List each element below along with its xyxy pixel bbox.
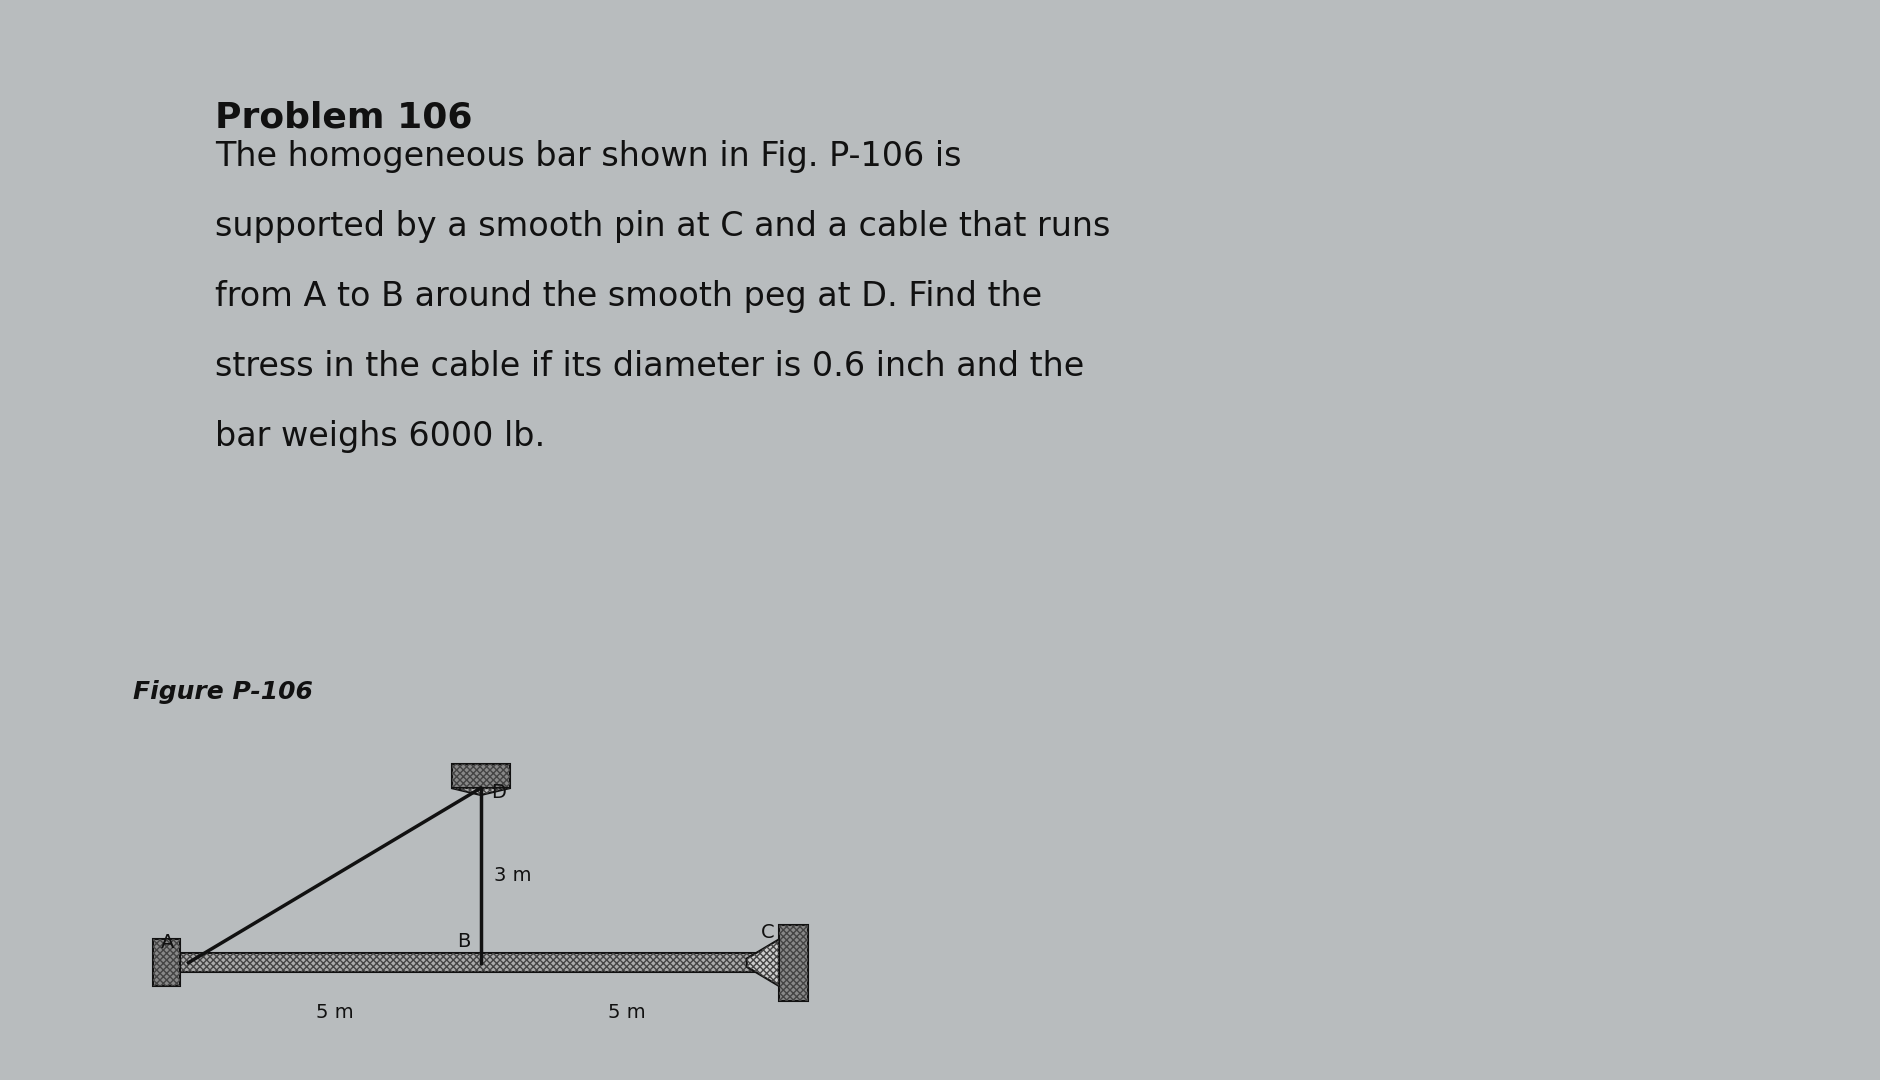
Text: stress in the cable if its diameter is 0.6 inch and the: stress in the cable if its diameter is 0…	[214, 350, 1085, 383]
Bar	[154, 940, 180, 986]
Text: The homogeneous bar shown in Fig. P-106 is: The homogeneous bar shown in Fig. P-106 …	[214, 140, 961, 173]
Bar	[451, 764, 509, 788]
Bar	[451, 764, 509, 788]
Polygon shape	[746, 940, 778, 986]
Text: supported by a smooth pin at C and a cable that runs: supported by a smooth pin at C and a cab…	[214, 210, 1111, 243]
Text: 3 m: 3 m	[494, 866, 532, 885]
Bar	[154, 940, 180, 986]
Text: D: D	[491, 783, 506, 802]
Text: 5 m: 5 m	[607, 1002, 645, 1022]
Bar	[778, 924, 808, 1000]
Text: A: A	[162, 933, 175, 953]
Text: bar weighs 6000 lb.: bar weighs 6000 lb.	[214, 420, 545, 453]
Text: 5 m: 5 m	[316, 1002, 353, 1022]
Text: B: B	[457, 932, 470, 951]
Text: from A to B around the smooth peg at D. Find the: from A to B around the smooth peg at D. …	[214, 280, 1042, 313]
Text: C: C	[760, 923, 775, 943]
Bar	[171, 954, 773, 972]
Polygon shape	[451, 788, 509, 795]
Bar	[171, 954, 773, 972]
Text: Problem 106: Problem 106	[214, 100, 472, 134]
Bar	[778, 924, 808, 1000]
Text: Figure P-106: Figure P-106	[133, 680, 312, 704]
